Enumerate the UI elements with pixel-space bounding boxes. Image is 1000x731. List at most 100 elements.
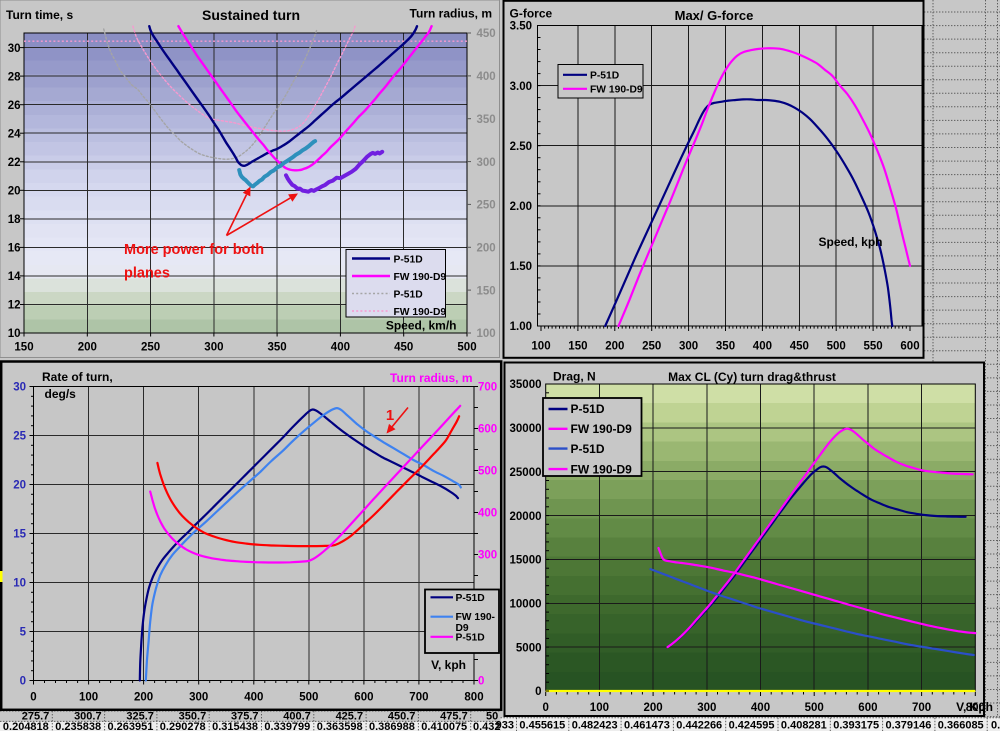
svg-text:0.455615: 0.455615	[519, 720, 565, 731]
svg-text:550: 550	[864, 341, 883, 353]
svg-text:15000: 15000	[510, 555, 542, 567]
svg-text:600: 600	[354, 692, 373, 704]
svg-text:300: 300	[478, 550, 497, 562]
svg-text:200: 200	[644, 702, 663, 714]
svg-text:275.7: 275.7	[22, 711, 50, 723]
svg-text:30: 30	[13, 382, 26, 394]
svg-text:0.379146: 0.379146	[886, 720, 932, 731]
svg-text:28: 28	[8, 71, 21, 83]
svg-text:300.7: 300.7	[74, 711, 102, 723]
svg-text:30000: 30000	[510, 423, 542, 435]
svg-text:16: 16	[8, 243, 21, 255]
svg-text:400: 400	[753, 341, 772, 353]
svg-text:0.424595: 0.424595	[729, 720, 775, 731]
svg-text:35000: 35000	[510, 379, 542, 391]
svg-text:500: 500	[457, 342, 476, 354]
svg-text:0.4: 0.4	[991, 720, 1000, 731]
svg-text:500: 500	[827, 341, 846, 353]
svg-text:700: 700	[478, 382, 497, 394]
svg-text:5000: 5000	[516, 642, 542, 654]
svg-text:700: 700	[409, 692, 428, 704]
svg-text:1.00: 1.00	[510, 321, 532, 333]
svg-text:300: 300	[189, 692, 208, 704]
svg-text:400.7: 400.7	[283, 711, 311, 723]
svg-text:100: 100	[477, 328, 496, 340]
svg-text:500: 500	[805, 702, 824, 714]
svg-text:0.315438: 0.315438	[212, 721, 258, 731]
svg-text:0: 0	[30, 692, 36, 704]
svg-text:400: 400	[478, 508, 497, 520]
svg-text:G-force: G-force	[510, 7, 553, 21]
svg-text:1: 1	[386, 407, 394, 424]
svg-text:0.482423: 0.482423	[572, 720, 618, 731]
svg-text:Turn radius, m: Turn radius, m	[390, 371, 472, 385]
svg-text:0.461473: 0.461473	[624, 720, 670, 731]
svg-text:100: 100	[590, 702, 609, 714]
svg-text:100: 100	[79, 692, 98, 704]
svg-text:FW 190-D9: FW 190-D9	[590, 85, 643, 96]
svg-text:250: 250	[642, 341, 661, 353]
svg-text:planes: planes	[124, 266, 170, 282]
svg-text:V, Kph: V, Kph	[956, 700, 993, 714]
svg-text:5: 5	[20, 627, 27, 639]
svg-text:P-51D: P-51D	[456, 593, 485, 604]
svg-text:500: 500	[299, 692, 318, 704]
svg-text:800: 800	[966, 702, 985, 714]
svg-text:450: 450	[790, 341, 809, 353]
svg-text:0.339799: 0.339799	[264, 721, 310, 731]
svg-text:0.204818: 0.204818	[3, 721, 49, 731]
svg-text:3.50: 3.50	[510, 21, 532, 33]
svg-text:200: 200	[78, 342, 97, 354]
svg-text:400: 400	[331, 342, 350, 354]
svg-text:933: 933	[496, 720, 514, 731]
svg-text:600: 600	[858, 702, 877, 714]
svg-text:600: 600	[900, 341, 919, 353]
svg-text:Speed, km/h: Speed, km/h	[386, 319, 457, 333]
svg-text:15: 15	[13, 529, 26, 541]
svg-text:More power for both: More power for both	[124, 242, 264, 258]
svg-text:Rate of turn,: Rate of turn,	[42, 370, 113, 384]
svg-text:300: 300	[477, 157, 496, 169]
svg-text:Max CL (Cy) turn drag&thrust: Max CL (Cy) turn drag&thrust	[668, 370, 836, 384]
svg-text:20000: 20000	[510, 511, 542, 523]
svg-text:475.7: 475.7	[440, 711, 468, 723]
svg-text:FW 190-D9: FW 190-D9	[571, 462, 633, 476]
svg-text:350: 350	[716, 341, 735, 353]
svg-text:deg/s: deg/s	[45, 387, 77, 401]
svg-text:375.7: 375.7	[231, 711, 259, 723]
svg-text:V, kph: V, kph	[431, 658, 466, 672]
svg-text:350: 350	[477, 114, 496, 126]
svg-text:P-51D: P-51D	[571, 402, 605, 416]
svg-text:FW 190-D9: FW 190-D9	[394, 272, 447, 283]
svg-text:1.50: 1.50	[510, 261, 532, 273]
svg-text:200: 200	[477, 243, 496, 255]
svg-text:12: 12	[8, 300, 21, 312]
svg-text:425.7: 425.7	[336, 711, 364, 723]
svg-text:0.408281: 0.408281	[781, 720, 827, 731]
svg-text:10: 10	[8, 328, 21, 340]
svg-text:400: 400	[477, 71, 496, 83]
svg-text:FW 190-D9: FW 190-D9	[394, 307, 447, 318]
svg-text:30: 30	[8, 43, 21, 55]
svg-text:200: 200	[605, 341, 624, 353]
svg-text:0.290278: 0.290278	[160, 721, 206, 731]
svg-text:Turn radius, m: Turn radius, m	[410, 7, 492, 21]
svg-text:10000: 10000	[510, 599, 542, 611]
svg-text:350.7: 350.7	[179, 711, 207, 723]
svg-text:24: 24	[8, 128, 21, 140]
svg-text:0.442266: 0.442266	[676, 720, 722, 731]
svg-text:400: 400	[244, 692, 263, 704]
svg-text:450: 450	[477, 28, 496, 40]
svg-text:250: 250	[477, 200, 496, 212]
svg-text:Turn time, s: Turn time, s	[6, 8, 73, 22]
svg-text:0: 0	[478, 676, 484, 688]
svg-text:10: 10	[13, 578, 26, 590]
svg-text:2.00: 2.00	[510, 201, 532, 213]
svg-text:P-51D: P-51D	[394, 254, 423, 265]
svg-text:150: 150	[14, 342, 33, 354]
svg-text:0.366085: 0.366085	[938, 720, 984, 731]
svg-text:P-51D: P-51D	[571, 442, 605, 456]
svg-text:P-51D: P-51D	[456, 633, 485, 644]
svg-text:2.50: 2.50	[510, 141, 532, 153]
svg-text:FW 190-: FW 190-	[456, 612, 496, 623]
